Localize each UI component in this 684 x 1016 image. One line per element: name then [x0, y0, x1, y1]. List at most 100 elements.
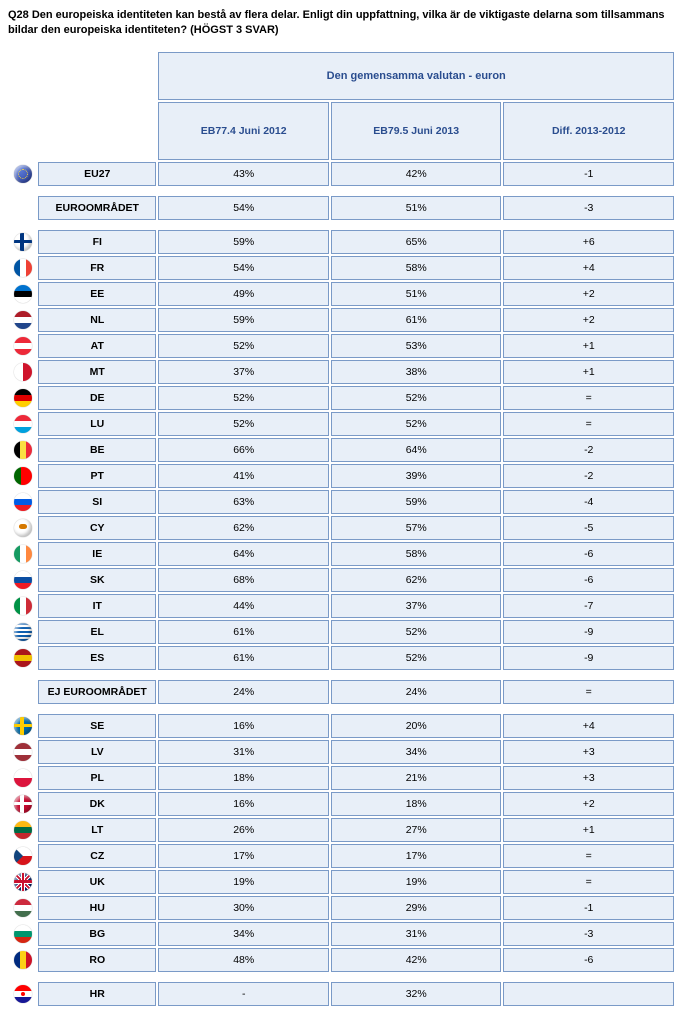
row-label: DE [38, 386, 156, 410]
row-label: PL [38, 766, 156, 790]
flag-cell [10, 870, 36, 894]
value-2013: 51% [331, 196, 502, 220]
value-diff: +3 [503, 740, 674, 764]
flag-icon [14, 259, 32, 277]
row-label: SE [38, 714, 156, 738]
row-label: LT [38, 818, 156, 842]
value-2013: 52% [331, 646, 502, 670]
value-2012: 18% [158, 766, 329, 790]
table-row: IE64%58%-6 [10, 542, 674, 566]
row-label: EE [38, 282, 156, 306]
value-diff: -6 [503, 948, 674, 972]
table-row: DK16%18%+2 [10, 792, 674, 816]
value-2013: 18% [331, 792, 502, 816]
row-label: HU [38, 896, 156, 920]
flag-icon [14, 623, 32, 641]
row-label: SI [38, 490, 156, 514]
value-diff: +1 [503, 360, 674, 384]
value-2012: 49% [158, 282, 329, 306]
flag-icon [14, 467, 32, 485]
row-label: NL [38, 308, 156, 332]
value-2012: 64% [158, 542, 329, 566]
value-diff: +1 [503, 818, 674, 842]
value-2013: 53% [331, 334, 502, 358]
value-2013: 20% [331, 714, 502, 738]
table-row: EE49%51%+2 [10, 282, 674, 306]
row-label: UK [38, 870, 156, 894]
value-2013: 42% [331, 948, 502, 972]
table-row: LU52%52%= [10, 412, 674, 436]
row-label: IE [38, 542, 156, 566]
value-2013: 39% [331, 464, 502, 488]
flag-cell [10, 334, 36, 358]
value-2012: 43% [158, 162, 329, 186]
flag-cell [10, 308, 36, 332]
table-row: PT41%39%-2 [10, 464, 674, 488]
value-diff: +1 [503, 334, 674, 358]
flag-icon [14, 717, 32, 735]
flag-icon [14, 337, 32, 355]
flag-cell [10, 982, 36, 1006]
value-2012: 44% [158, 594, 329, 618]
flag-icon [14, 873, 32, 891]
flag-icon [14, 847, 32, 865]
flag-icon [14, 985, 32, 1003]
row-label: BG [38, 922, 156, 946]
table-row: MT37%38%+1 [10, 360, 674, 384]
table-row: DE52%52%= [10, 386, 674, 410]
flag-cell [10, 516, 36, 540]
row-label: IT [38, 594, 156, 618]
value-2013: 19% [331, 870, 502, 894]
flag-cell [10, 464, 36, 488]
data-table: Den gemensamma valutan - euron EB77.4 Ju… [8, 50, 676, 1008]
value-2012: 41% [158, 464, 329, 488]
value-diff: +4 [503, 714, 674, 738]
value-diff: -6 [503, 568, 674, 592]
value-2013: 32% [331, 982, 502, 1006]
header-super: Den gemensamma valutan - euron [158, 52, 674, 100]
flag-cell [10, 412, 36, 436]
flag-icon [14, 389, 32, 407]
flag-icon [14, 441, 32, 459]
flag-cell [10, 766, 36, 790]
table-row: BG34%31%-3 [10, 922, 674, 946]
table-row: BE66%64%-2 [10, 438, 674, 462]
row-label: MT [38, 360, 156, 384]
row-label: AT [38, 334, 156, 358]
value-2012: 17% [158, 844, 329, 868]
flag-cell [10, 490, 36, 514]
flag-icon [14, 571, 32, 589]
value-2013: 24% [331, 680, 502, 704]
question-text: Q28 Den europeiska identiteten kan bestå… [8, 8, 676, 38]
flag-icon [14, 311, 32, 329]
value-diff: -6 [503, 542, 674, 566]
value-diff: = [503, 844, 674, 868]
value-2013: 52% [331, 620, 502, 644]
row-label: ES [38, 646, 156, 670]
flag-cell [10, 542, 36, 566]
value-2013: 61% [331, 308, 502, 332]
value-diff: -2 [503, 438, 674, 462]
flag-cell [10, 922, 36, 946]
value-2012: 68% [158, 568, 329, 592]
row-label: DK [38, 792, 156, 816]
value-2013: 27% [331, 818, 502, 842]
flag-icon [14, 769, 32, 787]
value-2013: 31% [331, 922, 502, 946]
value-2012: 66% [158, 438, 329, 462]
row-label: BE [38, 438, 156, 462]
table-row: UK19%19%= [10, 870, 674, 894]
value-diff: +6 [503, 230, 674, 254]
value-diff: -7 [503, 594, 674, 618]
value-2012: 19% [158, 870, 329, 894]
flag-icon [14, 649, 32, 667]
value-2012: 31% [158, 740, 329, 764]
table-row: SE16%20%+4 [10, 714, 674, 738]
value-2013: 17% [331, 844, 502, 868]
flag-cell [10, 948, 36, 972]
header-col2: EB79.5 Juni 2013 [331, 102, 502, 160]
value-diff: +4 [503, 256, 674, 280]
value-2012: 52% [158, 334, 329, 358]
row-label: CZ [38, 844, 156, 868]
table-row: EU2743%42%-1 [10, 162, 674, 186]
